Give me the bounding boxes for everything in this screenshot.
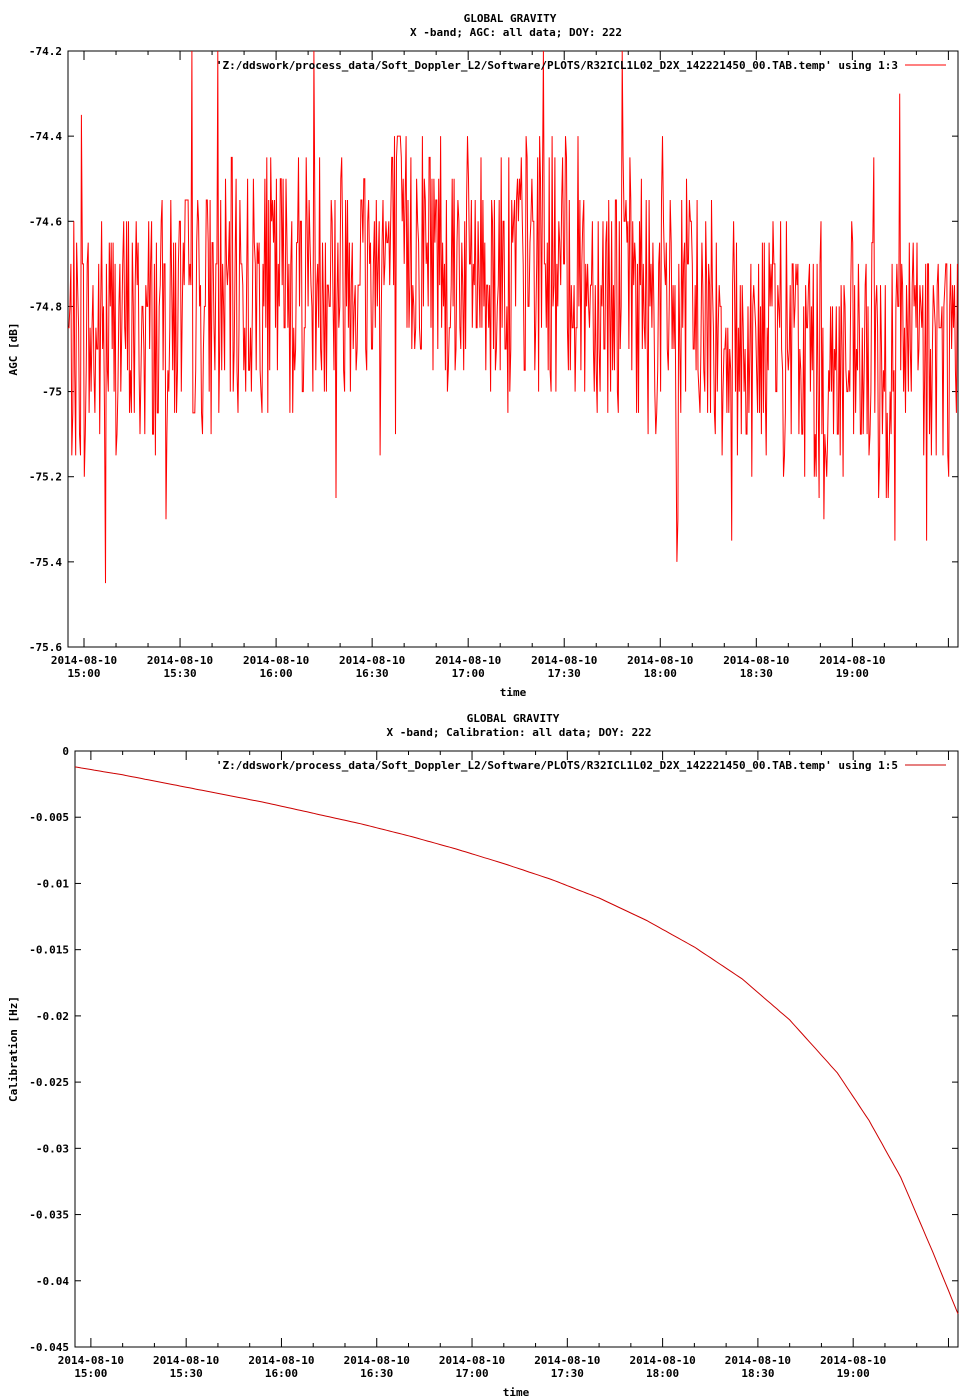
y-tick-label: -74.2 — [29, 45, 62, 58]
calibration-plot-frame — [74, 750, 959, 1348]
x-tick-time-label: 18:30 — [741, 1367, 774, 1380]
agc-x-axis-label: time — [500, 686, 527, 699]
agc-x-ticks: 2014-08-1015:002014-08-1015:302014-08-10… — [51, 51, 949, 680]
agc-chart: GLOBAL GRAVITY X -band; AGC: all data; D… — [7, 12, 959, 699]
calibration-chart: GLOBAL GRAVITY X -band; Calibration: all… — [7, 712, 959, 1399]
x-tick-time-label: 19:00 — [836, 667, 869, 680]
x-tick-time-label: 16:00 — [265, 1367, 298, 1380]
y-tick-label: -75 — [42, 386, 62, 399]
x-tick-time-label: 18:00 — [646, 1367, 679, 1380]
y-tick-label: -0.04 — [36, 1275, 69, 1288]
x-tick-date-label: 2014-08-10 — [339, 654, 405, 667]
agc-series-group — [68, 50, 958, 584]
x-tick-time-label: 15:00 — [74, 1367, 107, 1380]
y-tick-label: -75.6 — [29, 641, 62, 654]
x-tick-date-label: 2014-08-10 — [153, 1354, 219, 1367]
x-tick-time-label: 15:30 — [170, 1367, 203, 1380]
x-tick-date-label: 2014-08-10 — [51, 654, 117, 667]
y-tick-label: -74.6 — [29, 215, 62, 228]
y-tick-label: -75.4 — [29, 556, 62, 569]
x-tick-time-label: 16:30 — [360, 1367, 393, 1380]
x-tick-date-label: 2014-08-10 — [147, 654, 213, 667]
x-tick-date-label: 2014-08-10 — [629, 1354, 695, 1367]
calibration-series-group — [74, 766, 959, 1315]
x-tick-date-label: 2014-08-10 — [248, 1354, 314, 1367]
x-tick-time-label: 18:00 — [644, 667, 677, 680]
x-tick-date-label: 2014-08-10 — [723, 654, 789, 667]
calibration-y-axis-label: Calibration [Hz] — [7, 996, 20, 1102]
x-tick-time-label: 16:00 — [260, 667, 293, 680]
calibration-y-ticks: 0 -0.005 -0.01 -0.015 -0.02 -0.025 -0.03 -0.035… — [29, 745, 958, 1354]
x-tick-time-label: 15:00 — [67, 667, 100, 680]
x-tick-date-label: 2014-08-10 — [243, 654, 309, 667]
x-tick-time-label: 17:00 — [452, 667, 485, 680]
x-tick-time-label: 15:30 — [163, 667, 196, 680]
y-tick-label: -74.8 — [29, 300, 62, 313]
y-tick-label: -0.015 — [29, 944, 69, 957]
x-tick-time-label: 17:00 — [455, 1367, 488, 1380]
y-tick-label: -0.035 — [29, 1209, 69, 1222]
calibration-chart-title: GLOBAL GRAVITY — [467, 712, 560, 725]
x-tick-date-label: 2014-08-10 — [820, 1354, 886, 1367]
y-tick-label: -0.03 — [36, 1142, 69, 1155]
agc-chart-title: GLOBAL GRAVITY — [464, 12, 557, 25]
x-tick-date-label: 2014-08-10 — [725, 1354, 791, 1367]
x-tick-time-label: 18:30 — [740, 667, 773, 680]
x-tick-date-label: 2014-08-10 — [531, 654, 597, 667]
y-tick-label: -0.045 — [29, 1341, 69, 1354]
agc-chart-subtitle: X -band; AGC: all data; DOY: 222 — [410, 26, 622, 39]
agc-plot-frame — [67, 50, 959, 648]
x-tick-date-label: 2014-08-10 — [435, 654, 501, 667]
calibration-chart-subtitle: X -band; Calibration: all data; DOY: 222 — [387, 726, 652, 739]
x-tick-time-label: 19:00 — [837, 1367, 870, 1380]
y-tick-label: -74.4 — [29, 130, 62, 143]
y-tick-label: 0 — [62, 745, 69, 758]
x-tick-date-label: 2014-08-10 — [819, 654, 885, 667]
x-tick-time-label: 16:30 — [356, 667, 389, 680]
x-tick-time-label: 17:30 — [551, 1367, 584, 1380]
agc-legend-label: 'Z:/ddswork/process_data/Soft_Doppler_L2… — [216, 59, 898, 72]
calibration-x-ticks: 2014-08-1015:002014-08-1015:302014-08-10… — [58, 751, 949, 1380]
x-tick-date-label: 2014-08-10 — [534, 1354, 600, 1367]
series-line — [74, 766, 959, 1315]
y-tick-label: -0.02 — [36, 1010, 69, 1023]
y-tick-label: -75.2 — [29, 471, 62, 484]
calibration-legend-label: 'Z:/ddswork/process_data/Soft_Doppler_L2… — [216, 759, 898, 772]
calibration-x-axis-label: time — [503, 1386, 530, 1399]
y-tick-label: -0.025 — [29, 1076, 69, 1089]
y-tick-label: -0.005 — [29, 811, 69, 824]
x-tick-date-label: 2014-08-10 — [58, 1354, 124, 1367]
agc-y-axis-label: AGC [dB] — [7, 323, 20, 376]
x-tick-date-label: 2014-08-10 — [627, 654, 693, 667]
y-tick-label: -0.01 — [36, 877, 69, 890]
x-tick-date-label: 2014-08-10 — [344, 1354, 410, 1367]
x-tick-time-label: 17:30 — [548, 667, 581, 680]
agc-y-ticks: -74.2 -74.4 -74.6 -74.8 -75 -75.2 -75.4 -75.6 — [29, 45, 958, 654]
series-line — [68, 50, 958, 584]
x-tick-date-label: 2014-08-10 — [439, 1354, 505, 1367]
